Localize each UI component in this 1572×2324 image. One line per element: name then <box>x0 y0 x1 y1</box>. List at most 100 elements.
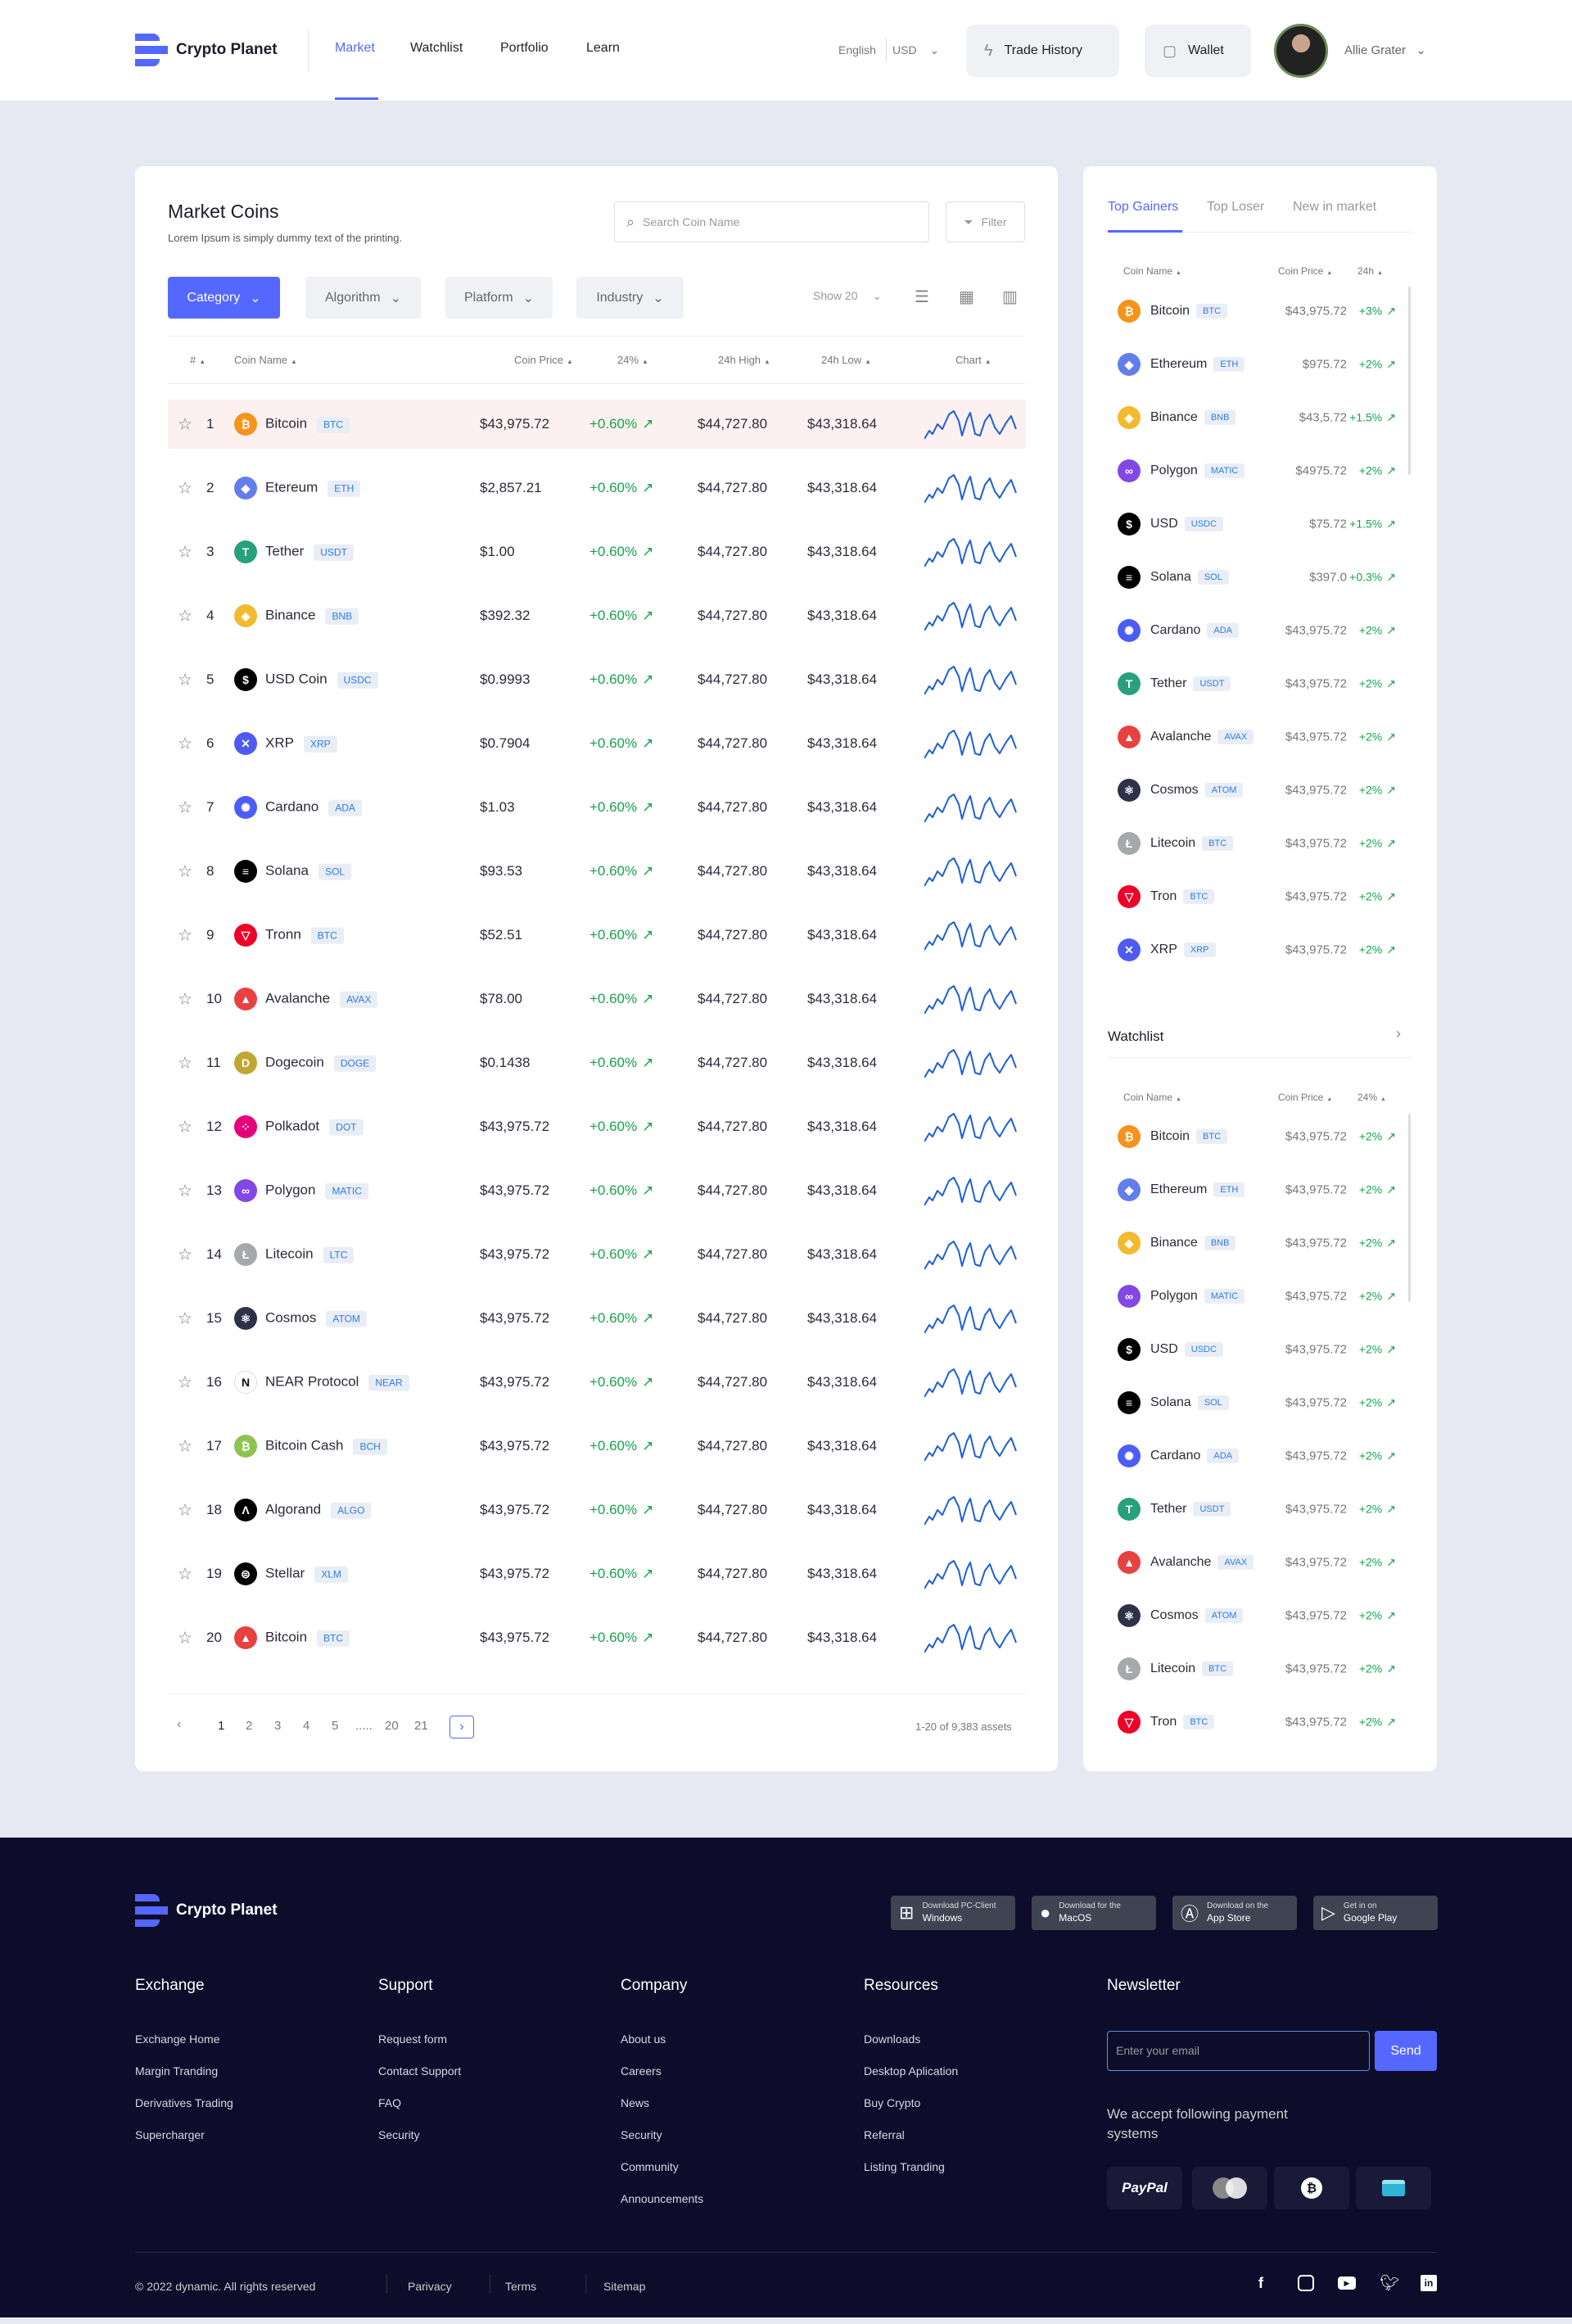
nav-learn[interactable]: Learn <box>586 41 620 55</box>
list-item[interactable]: Ł Litecoin BTC $43,975.72 +2% ↗ <box>1118 1653 1396 1685</box>
table-row[interactable]: ☆ 20 ▲ Bitcoin BTC $43,975.72 +0.60% ↗ $44,727.8… <box>168 1613 1026 1662</box>
list-item[interactable]: ≡ Solana SOL $43,975.72 +2% ↗ <box>1118 1386 1396 1419</box>
star-icon[interactable]: ☆ <box>178 1373 192 1392</box>
list-item[interactable]: ◆ Ethereum ETH $43,975.72 +2% ↗ <box>1118 1173 1396 1206</box>
page-link[interactable]: 1 <box>218 1719 225 1733</box>
footer-link[interactable]: Downloads <box>864 2032 921 2046</box>
star-icon[interactable]: ☆ <box>178 1501 192 1520</box>
star-icon[interactable]: ☆ <box>178 543 192 562</box>
nav-portfolio[interactable]: Portfolio <box>500 41 549 55</box>
table-row[interactable]: ☆ 12 ⁘ Polkadot DOT $43,975.72 +0.60% ↗ $44,727.… <box>168 1102 1026 1151</box>
coin-name[interactable]: Dogecoin DOGE <box>265 1055 377 1072</box>
app-store-download-button[interactable]: Ⓐ Download on the App Store <box>1172 1896 1297 1930</box>
coin-name[interactable]: Stellar XLM <box>265 1566 348 1583</box>
list-item[interactable]: ◈ Binance BNB $43,975.72 +2% ↗ <box>1118 1227 1396 1259</box>
coin-name[interactable]: NEAR Protocol NEAR <box>265 1374 409 1391</box>
list-item[interactable]: ◆ Ethereum ETH $975.72 +2% ↗ <box>1118 348 1396 381</box>
footer-link[interactable]: FAQ <box>378 2096 402 2109</box>
industry-dropdown[interactable]: Industry ⌄ <box>576 277 684 319</box>
table-row[interactable]: ☆ 2 ◆ Etereum ETH $2,857.21 +0.60% ↗ $44,727.80 $… <box>168 463 1026 513</box>
scrollbar[interactable] <box>1408 1114 1411 1302</box>
table-row[interactable]: ☆ 6 ✕ XRP XRP $0.7904 +0.60% ↗ $44,727.80 $43,318… <box>168 719 1026 768</box>
footer-link[interactable]: Security <box>378 2128 420 2141</box>
coin-name[interactable]: Bitcoin Cash BCH <box>265 1438 387 1455</box>
coin-name[interactable]: Tether USDT <box>265 544 354 561</box>
coin-name[interactable]: Binance BNB <box>265 608 359 625</box>
list-item[interactable]: ∞ Polygon MATIC $4975.72 +2% ↗ <box>1118 454 1396 487</box>
page-link[interactable]: 4 <box>303 1719 310 1733</box>
table-row[interactable]: ☆ 11 D Dogecoin DOGE $0.1438 +0.60% ↗ $44,727.80… <box>168 1038 1026 1087</box>
terms-link[interactable]: Terms <box>505 2280 537 2293</box>
star-icon[interactable]: ☆ <box>178 1437 192 1456</box>
list-item[interactable]: T Tether USDT $43,975.72 +2% ↗ <box>1118 1493 1396 1526</box>
page-link[interactable]: 5 <box>332 1719 339 1733</box>
tab-new-in-market[interactable]: New in market <box>1293 200 1377 214</box>
grid-view-icon[interactable]: ▦ <box>959 288 974 306</box>
footer-link[interactable]: Supercharger <box>135 2128 205 2141</box>
coin-name[interactable]: Polkadot DOT <box>265 1119 364 1136</box>
prev-page-button[interactable]: ‹ <box>177 1717 182 1731</box>
table-row[interactable]: ☆ 7 ✺ Cardano ADA $1.03 +0.60% ↗ $44,727.80 $43,3… <box>168 783 1026 832</box>
coin-name[interactable]: Bitcoin BTC <box>265 1630 350 1647</box>
footer-link[interactable]: Listing Tranding <box>864 2160 945 2173</box>
column-header[interactable]: Chart ▲ <box>955 354 992 366</box>
coin-name[interactable]: XRP XRP <box>265 735 337 753</box>
tab-top-loser[interactable]: Top Loser <box>1207 200 1265 214</box>
column-header[interactable]: Coin Price ▲ <box>1278 1092 1332 1103</box>
star-icon[interactable]: ☆ <box>178 1182 192 1200</box>
table-row[interactable]: ☆ 19 ⊜ Stellar XLM $43,975.72 +0.60% ↗ $44,727.8… <box>168 1549 1026 1598</box>
nav-market[interactable]: Market <box>335 41 375 55</box>
send-button[interactable]: Send <box>1375 2031 1437 2071</box>
table-row[interactable]: ☆ 5 $ USD Coin USDC $0.9993 +0.60% ↗ $44,727.80 $… <box>168 655 1026 704</box>
category-dropdown[interactable]: Category ⌄ <box>168 277 280 319</box>
filter-button[interactable]: ⏷ Filter <box>946 201 1025 242</box>
coin-name[interactable]: Litecoin LTC <box>265 1246 355 1264</box>
star-icon[interactable]: ☆ <box>178 1629 192 1648</box>
nav-watchlist[interactable]: Watchlist <box>410 41 463 55</box>
star-icon[interactable]: ☆ <box>178 1246 192 1264</box>
star-icon[interactable]: ☆ <box>178 671 192 690</box>
user-menu[interactable]: Allie Grater ⌄ <box>1344 43 1426 57</box>
layout-view-icon[interactable]: ▥ <box>1002 288 1018 306</box>
star-icon[interactable]: ☆ <box>178 1565 192 1584</box>
list-item[interactable]: ⚛ Cosmos ATOM $43,975.72 +2% ↗ <box>1118 774 1396 807</box>
table-row[interactable]: ☆ 16 N NEAR Protocol NEAR $43,975.72 +0.60% ↗ $4… <box>168 1358 1026 1407</box>
star-icon[interactable]: ☆ <box>178 990 192 1009</box>
table-row[interactable]: ☆ 18 Λ Algorand ALGO $43,975.72 +0.60% ↗ $44,727… <box>168 1485 1026 1535</box>
star-icon[interactable]: ☆ <box>178 862 192 881</box>
list-item[interactable]: ⚛ Cosmos ATOM $43,975.72 +2% ↗ <box>1118 1599 1396 1632</box>
footer-link[interactable]: Careers <box>621 2064 662 2078</box>
table-row[interactable]: ☆ 13 ∞ Polygon MATIC $43,975.72 +0.60% ↗ $44,727… <box>168 1166 1026 1215</box>
coin-name[interactable]: Etereum ETH <box>265 480 361 497</box>
page-link[interactable]: 3 <box>274 1719 282 1733</box>
list-item[interactable]: ₿ Bitcoin BTC $43,975.72 +3% ↗ <box>1118 295 1396 328</box>
show-count-select[interactable]: Show 20 ⌄ <box>813 289 882 303</box>
list-item[interactable]: T Tether USDT $43,975.72 +2% ↗ <box>1118 667 1396 700</box>
table-row[interactable]: ☆ 17 ₿ Bitcoin Cash BCH $43,975.72 +0.60% ↗ $44,… <box>168 1422 1026 1471</box>
list-item[interactable]: ✺ Cardano ADA $43,975.72 +2% ↗ <box>1118 1440 1396 1472</box>
coin-name[interactable]: Bitcoin BTC <box>265 416 350 433</box>
star-icon[interactable]: ☆ <box>178 607 192 626</box>
footer-link[interactable]: Buy Crypto <box>864 2096 921 2109</box>
table-row[interactable]: ☆ 10 ▲ Avalanche AVAX $78.00 +0.60% ↗ $44,727.80… <box>168 974 1026 1024</box>
column-header[interactable]: 24h Low ▲ <box>821 354 871 366</box>
star-icon[interactable]: ☆ <box>178 1118 192 1137</box>
column-header[interactable]: 24% ▲ <box>1357 1092 1386 1103</box>
linkedin-icon[interactable]: in <box>1421 2275 1437 2291</box>
algorithm-dropdown[interactable]: Algorithm ⌄ <box>305 277 421 319</box>
list-item[interactable]: ≡ Solana SOL $397.0 +0.3% ↗ <box>1118 561 1396 594</box>
table-row[interactable]: ☆ 9 ▽ Tronn BTC $52.51 +0.60% ↗ $44,727.80 $43,31… <box>168 911 1026 960</box>
page-link[interactable]: 2 <box>246 1719 253 1733</box>
table-row[interactable]: ☆ 3 T Tether USDT $1.00 +0.60% ↗ $44,727.80 $43,3… <box>168 527 1026 576</box>
footer-link[interactable]: Desktop Aplication <box>864 2064 959 2078</box>
instagram-icon[interactable] <box>1298 2275 1314 2291</box>
platform-dropdown[interactable]: Platform ⌄ <box>445 277 553 319</box>
star-icon[interactable]: ☆ <box>178 1309 192 1328</box>
footer-link[interactable]: Announcements <box>621 2192 704 2205</box>
email-input[interactable]: Enter your email <box>1107 2031 1370 2071</box>
star-icon[interactable]: ☆ <box>178 1054 192 1073</box>
footer-link[interactable]: Contact Support <box>378 2064 462 2078</box>
star-icon[interactable]: ☆ <box>178 926 192 945</box>
list-item[interactable]: ▲ Avalanche AVAX $43,975.72 +2% ↗ <box>1118 1546 1396 1579</box>
facebook-icon[interactable]: f <box>1258 2275 1263 2291</box>
